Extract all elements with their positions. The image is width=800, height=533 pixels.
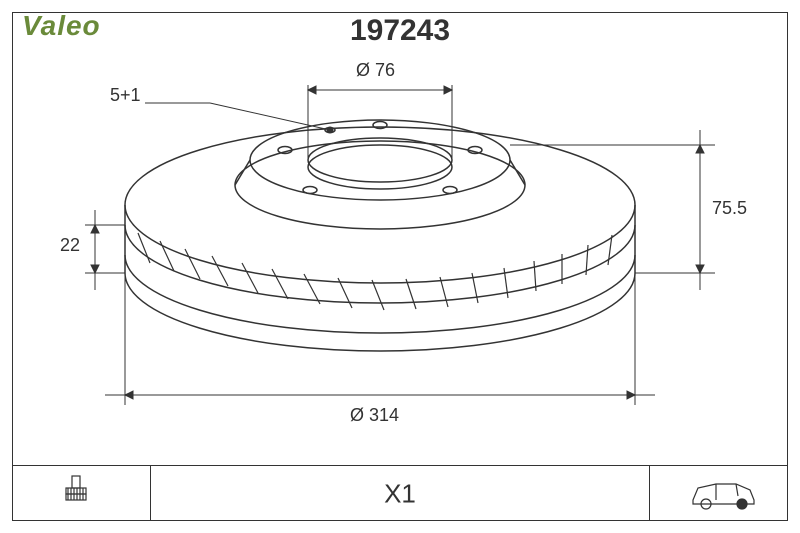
dim-bore: Ø 76 (356, 60, 395, 81)
part-number: 197243 (350, 14, 450, 48)
car-rear-icon (688, 476, 758, 512)
dim-outer: Ø 314 (350, 405, 399, 426)
footer-bar: X1 (12, 465, 788, 521)
brand-logo: Valeo (22, 10, 101, 42)
quantity-label: X1 (384, 478, 416, 509)
dim-thickness: 22 (60, 235, 80, 256)
disc-side-icon (62, 474, 92, 514)
dim-height: 75.5 (712, 198, 747, 219)
brake-disc-diagram (50, 55, 750, 455)
footer-sep-right (649, 466, 650, 521)
dim-bolts: 5+1 (110, 85, 141, 106)
footer-sep-left (150, 466, 151, 521)
